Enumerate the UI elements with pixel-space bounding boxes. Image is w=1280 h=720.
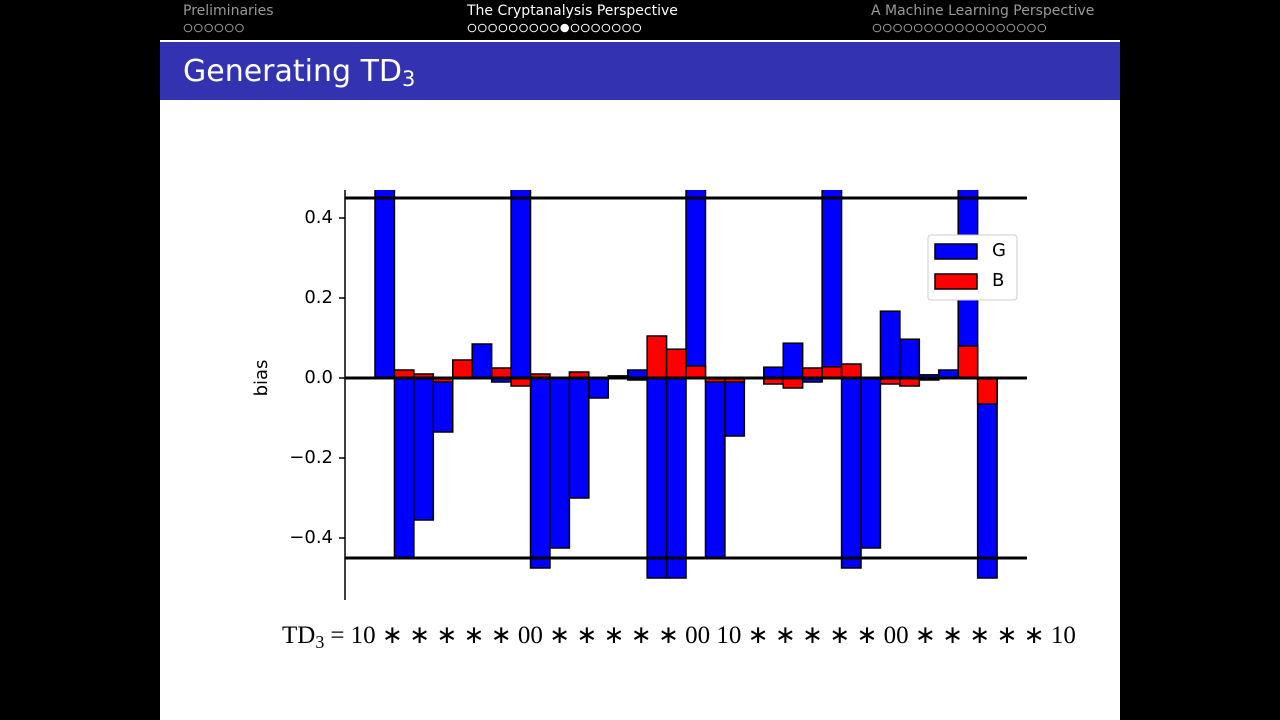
nav-dot: [1027, 23, 1036, 33]
bar: [568, 377, 590, 499]
nav-dot: [632, 23, 642, 33]
nav-dot: [539, 23, 549, 33]
bar: [452, 359, 473, 379]
bar: [957, 345, 979, 379]
title-text: Generating TD: [183, 54, 402, 89]
nav-dot: [883, 23, 892, 33]
formula-rhs: = 10 ∗ ∗ ∗ ∗ ∗ 00 ∗ ∗ ∗ ∗ ∗ 00 10 ∗ ∗ ∗ …: [330, 622, 1076, 649]
y-axis-label: bias: [251, 360, 272, 397]
bar: [549, 377, 571, 549]
nav-dot: [204, 23, 213, 33]
nav-dot: [214, 23, 224, 33]
bar: [704, 377, 726, 559]
nav-dot: [965, 23, 975, 33]
nav-dot: [975, 23, 985, 33]
bar: [976, 377, 998, 405]
bar: [840, 363, 862, 379]
nav-dot: [601, 23, 611, 33]
bar: [724, 377, 746, 437]
nav-dot: [872, 23, 882, 33]
bar: [840, 377, 862, 569]
nav-dot: [996, 23, 1005, 33]
nav-dot: [591, 23, 600, 33]
formula-sub: 3: [315, 632, 324, 652]
nav-dot: [529, 23, 539, 33]
nav-dot: [934, 23, 944, 33]
nav-dot: [955, 23, 964, 33]
nav-dot: [508, 23, 518, 33]
bar: [432, 377, 454, 433]
nav-dots: [183, 23, 1047, 33]
nav-dot: [1006, 23, 1016, 33]
nav-dot: [581, 23, 590, 33]
legend-swatch: [934, 243, 978, 260]
bar: [413, 377, 435, 521]
bar: [529, 377, 551, 569]
nav-dot: [550, 23, 559, 33]
nav-dot: [488, 23, 497, 33]
nav-section[interactable]: The Cryptanalysis Perspective: [466, 3, 678, 19]
bar: [782, 342, 804, 379]
nav-dot: [913, 23, 923, 33]
legend: GB: [927, 234, 1018, 301]
formula: TD3 = 10 ∗ ∗ ∗ ∗ ∗ 00 ∗ ∗ ∗ ∗ ∗ 00 10 ∗ ∗…: [282, 622, 1076, 652]
y-tick-label: −0.4: [289, 527, 333, 548]
nav-dot: [1037, 23, 1047, 33]
nav-dot: [519, 23, 528, 33]
bar: [646, 377, 668, 579]
bar: [646, 335, 668, 379]
nav-dot: [498, 23, 508, 33]
bar: [860, 377, 882, 549]
nav-dot: [924, 23, 933, 33]
y-tick-label: 0.2: [304, 287, 333, 308]
bar: [821, 190, 843, 379]
bar: [588, 377, 610, 399]
nav-dot: [622, 23, 631, 33]
nav-dot: [944, 23, 954, 33]
bar: [976, 377, 998, 579]
nav-dot: [893, 23, 902, 33]
formula-lhs: TD: [282, 622, 315, 649]
legend-label: G: [992, 240, 1006, 261]
nav-dot: [611, 23, 621, 33]
bar: [879, 310, 901, 379]
nav-dot: [183, 23, 193, 33]
title-bar: [160, 42, 1120, 100]
bar: [821, 366, 843, 379]
bar: [685, 365, 707, 379]
bar: [510, 190, 532, 379]
nav-dot: [224, 23, 234, 33]
legend-label: B: [992, 270, 1004, 291]
bar: [899, 338, 921, 379]
nav-dot: [986, 23, 995, 33]
nav-dot: [570, 23, 580, 33]
nav-section[interactable]: A Machine Learning Perspective: [871, 3, 1094, 19]
nav-dot: [560, 23, 570, 33]
nav-dot: [235, 23, 244, 33]
title-sub: 3: [402, 67, 415, 91]
nav-dot: [1016, 23, 1026, 33]
bar: [665, 348, 687, 379]
nav-dot: [478, 23, 487, 33]
slide-title: Generating TD3: [183, 54, 415, 92]
y-tick-label: 0.0: [304, 367, 333, 388]
nav-section[interactable]: Preliminaries: [183, 3, 274, 19]
bar: [665, 377, 687, 579]
nav-dot: [467, 23, 477, 33]
axes: −0.4 −0.2 0.0 0.2 0.4 bias GB: [251, 190, 1027, 600]
legend-swatch: [934, 273, 978, 290]
y-tick-label: 0.4: [304, 207, 333, 228]
nav-dot: [194, 23, 203, 33]
bar: [763, 366, 784, 379]
bar: [685, 190, 707, 379]
nav-dot: [903, 23, 913, 33]
bar: [374, 190, 396, 379]
bar: [393, 377, 415, 559]
y-tick-label: −0.2: [289, 447, 333, 468]
bar: [471, 343, 493, 379]
